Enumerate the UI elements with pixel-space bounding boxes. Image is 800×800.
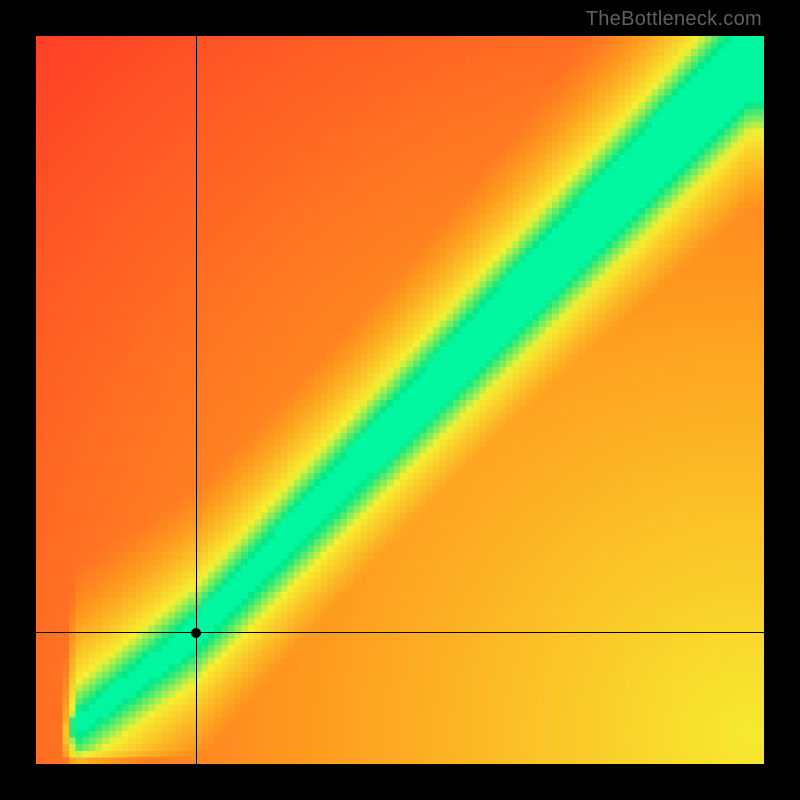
crosshair-horizontal	[36, 632, 764, 633]
bottleneck-heatmap	[36, 36, 764, 764]
watermark: TheBottleneck.com	[586, 8, 762, 31]
crosshair-vertical	[196, 36, 197, 764]
